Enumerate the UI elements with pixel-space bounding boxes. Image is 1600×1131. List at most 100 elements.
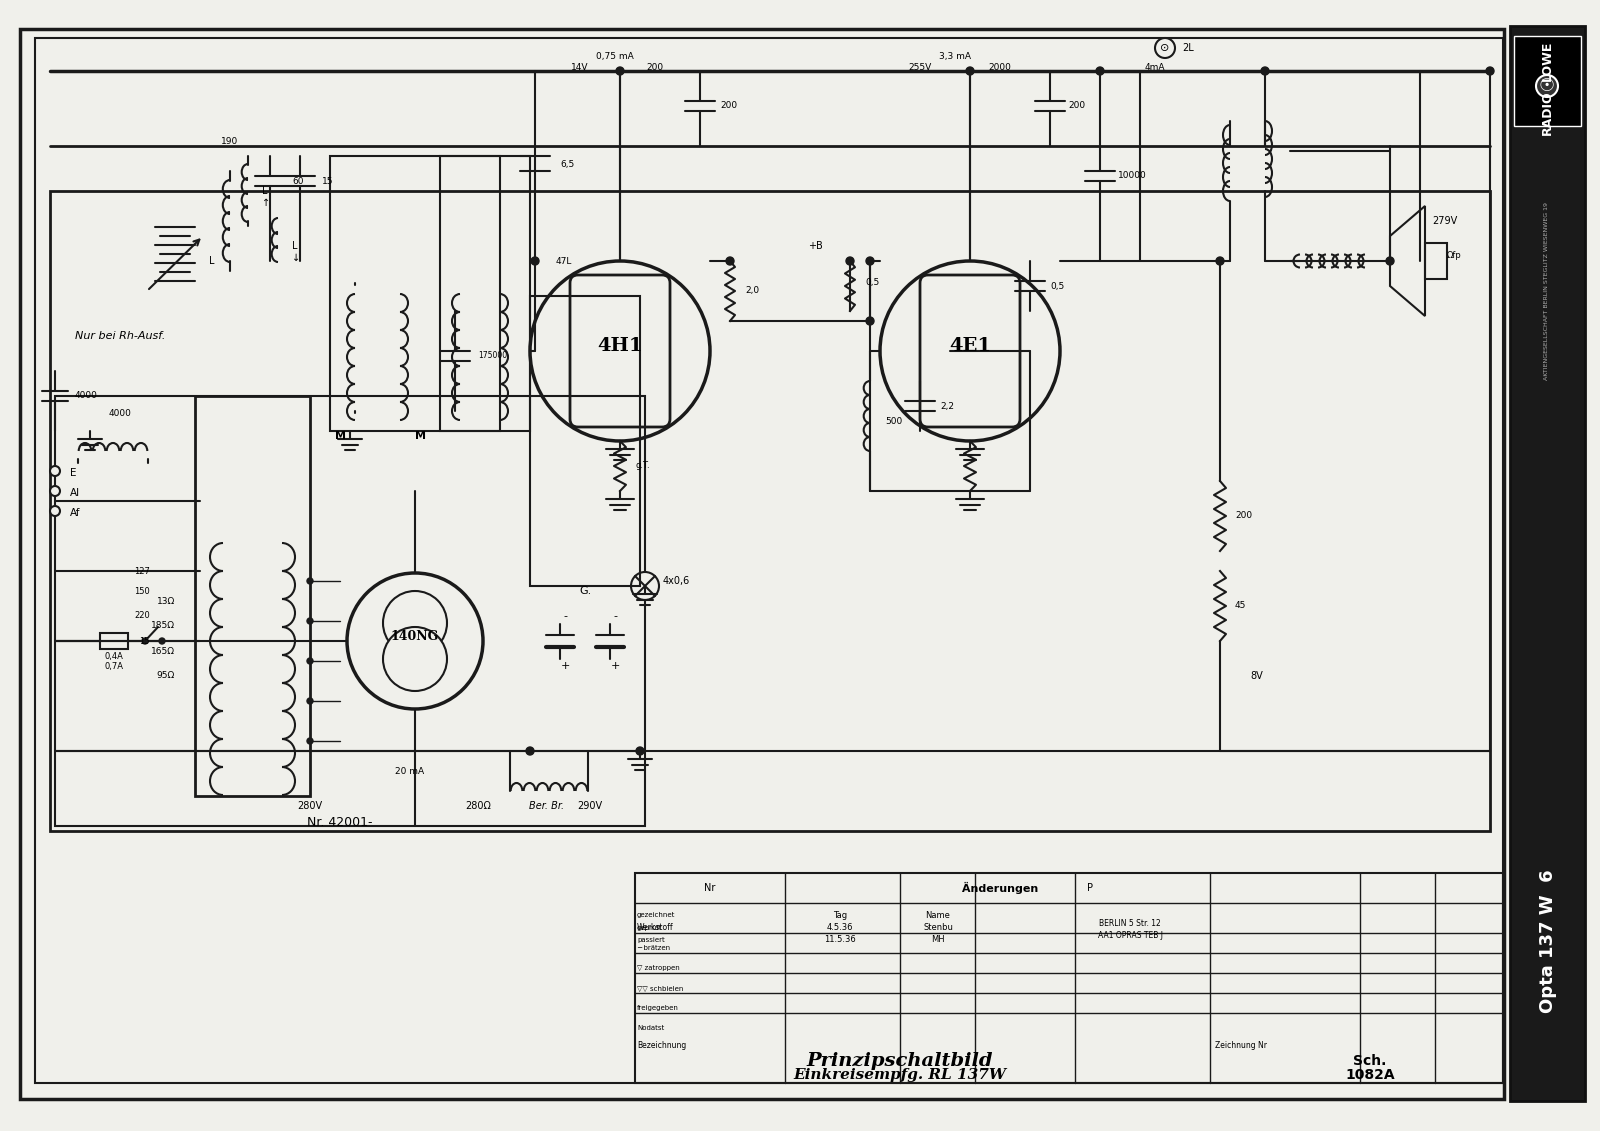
Text: Name: Name [925,910,950,920]
Text: ⊙: ⊙ [1160,43,1170,53]
Text: 4000: 4000 [75,391,98,400]
Text: Ωfp: Ωfp [1446,251,1462,260]
Bar [330,156,499,431]
Text: E: E [70,468,77,478]
Circle shape [1386,257,1394,265]
Text: 150: 150 [134,587,150,596]
Text: 200: 200 [720,102,738,111]
Text: 0,5: 0,5 [866,278,880,287]
Text: P: P [1086,883,1093,893]
Circle shape [966,67,974,75]
Bar [1426,243,1446,279]
Text: Al: Al [70,487,80,498]
Text: passiert: passiert [637,936,664,943]
Text: +: + [610,661,619,671]
Bar [54,396,645,826]
Text: 280V: 280V [298,801,323,811]
Circle shape [637,746,643,756]
Text: L: L [262,185,267,196]
Text: Zeichnung Nr: Zeichnung Nr [1214,1041,1267,1050]
Text: g.T.: g.T. [635,461,650,470]
Text: Werkstoff: Werkstoff [637,924,674,932]
Bar [99,633,128,649]
Text: 190: 190 [221,137,238,146]
Bar [635,873,1502,1083]
Text: 185Ω: 185Ω [150,622,174,630]
Text: 500: 500 [885,416,902,425]
Text: Änderungen: Änderungen [962,882,1038,893]
Text: 4000: 4000 [109,408,131,417]
Text: 2L: 2L [1182,43,1194,53]
Text: 4.5.36: 4.5.36 [827,924,853,932]
Text: M: M [414,431,426,441]
Circle shape [530,261,710,441]
Text: 15: 15 [139,637,150,646]
Circle shape [1536,75,1558,97]
Text: 0,7A: 0,7A [104,663,123,672]
Circle shape [307,578,314,584]
Circle shape [1096,67,1104,75]
Text: 0,75 mA: 0,75 mA [597,52,634,60]
Circle shape [307,658,314,664]
Text: 4E1: 4E1 [949,337,990,355]
Circle shape [1261,67,1269,75]
Text: -: - [563,611,566,621]
Text: ─ brätzen: ─ brätzen [637,946,670,951]
Circle shape [726,257,734,265]
Text: 2000: 2000 [989,63,1011,72]
Text: 95Ω: 95Ω [157,672,174,681]
Bar [50,191,1490,831]
Bar [530,296,640,586]
Text: 15: 15 [322,176,333,185]
Text: Nodatst: Nodatst [637,1025,664,1031]
Circle shape [1216,257,1224,265]
Text: Einkreisempfg. RL 137W: Einkreisempfg. RL 137W [794,1068,1006,1082]
Text: L: L [291,241,298,251]
Circle shape [526,746,534,756]
Circle shape [866,317,874,325]
Circle shape [1155,38,1174,58]
Text: 60: 60 [291,176,304,185]
Text: L: L [210,256,214,266]
Text: 200: 200 [1235,511,1253,520]
Text: 4H1: 4H1 [597,337,643,355]
Circle shape [382,592,446,655]
Text: BERLIN 5 Str. 12: BERLIN 5 Str. 12 [1099,918,1162,927]
Text: geprüft: geprüft [637,925,662,931]
Text: Bezeichnung: Bezeichnung [637,1041,686,1050]
Bar [1514,36,1581,126]
Text: Sch.: Sch. [1354,1054,1387,1068]
Text: MH: MH [931,935,946,944]
Text: 0,4A: 0,4A [104,651,123,661]
Circle shape [50,506,61,516]
Circle shape [50,466,61,476]
Text: 127: 127 [134,567,150,576]
Text: 0,5: 0,5 [1050,282,1064,291]
Circle shape [531,257,539,265]
Text: 47L: 47L [557,257,573,266]
Text: 4mA: 4mA [1144,63,1165,72]
Text: Tag: Tag [834,910,846,920]
Text: +: + [560,661,570,671]
Text: RADIO: RADIO [1541,90,1554,136]
Text: 20 mA: 20 mA [395,767,424,776]
Text: 14V: 14V [571,63,589,72]
Text: Prinzipschaltbild: Prinzipschaltbild [806,1052,994,1070]
Text: Nur bei Rh-Ausf.: Nur bei Rh-Ausf. [75,331,165,342]
Text: -: - [613,611,618,621]
Text: freigegeben: freigegeben [637,1005,678,1011]
Bar [440,156,530,431]
Text: 6,5: 6,5 [560,159,574,169]
Circle shape [880,261,1059,441]
Text: Opta 137 W  6: Opta 137 W 6 [1539,870,1557,1013]
Text: 45: 45 [1235,602,1246,611]
Text: 279V: 279V [1432,216,1458,226]
Text: 2,2: 2,2 [941,402,954,411]
Text: AKTIENGESELLSCHAFT BERLIN STEGLITZ WIESENWEG 19: AKTIENGESELLSCHAFT BERLIN STEGLITZ WIESE… [1544,202,1549,380]
Text: 4x0,6: 4x0,6 [662,576,690,586]
Text: 10000: 10000 [1118,172,1147,181]
Circle shape [142,638,147,644]
Circle shape [630,572,659,601]
Circle shape [382,627,446,691]
Text: Nr. 42001-: Nr. 42001- [307,817,373,829]
